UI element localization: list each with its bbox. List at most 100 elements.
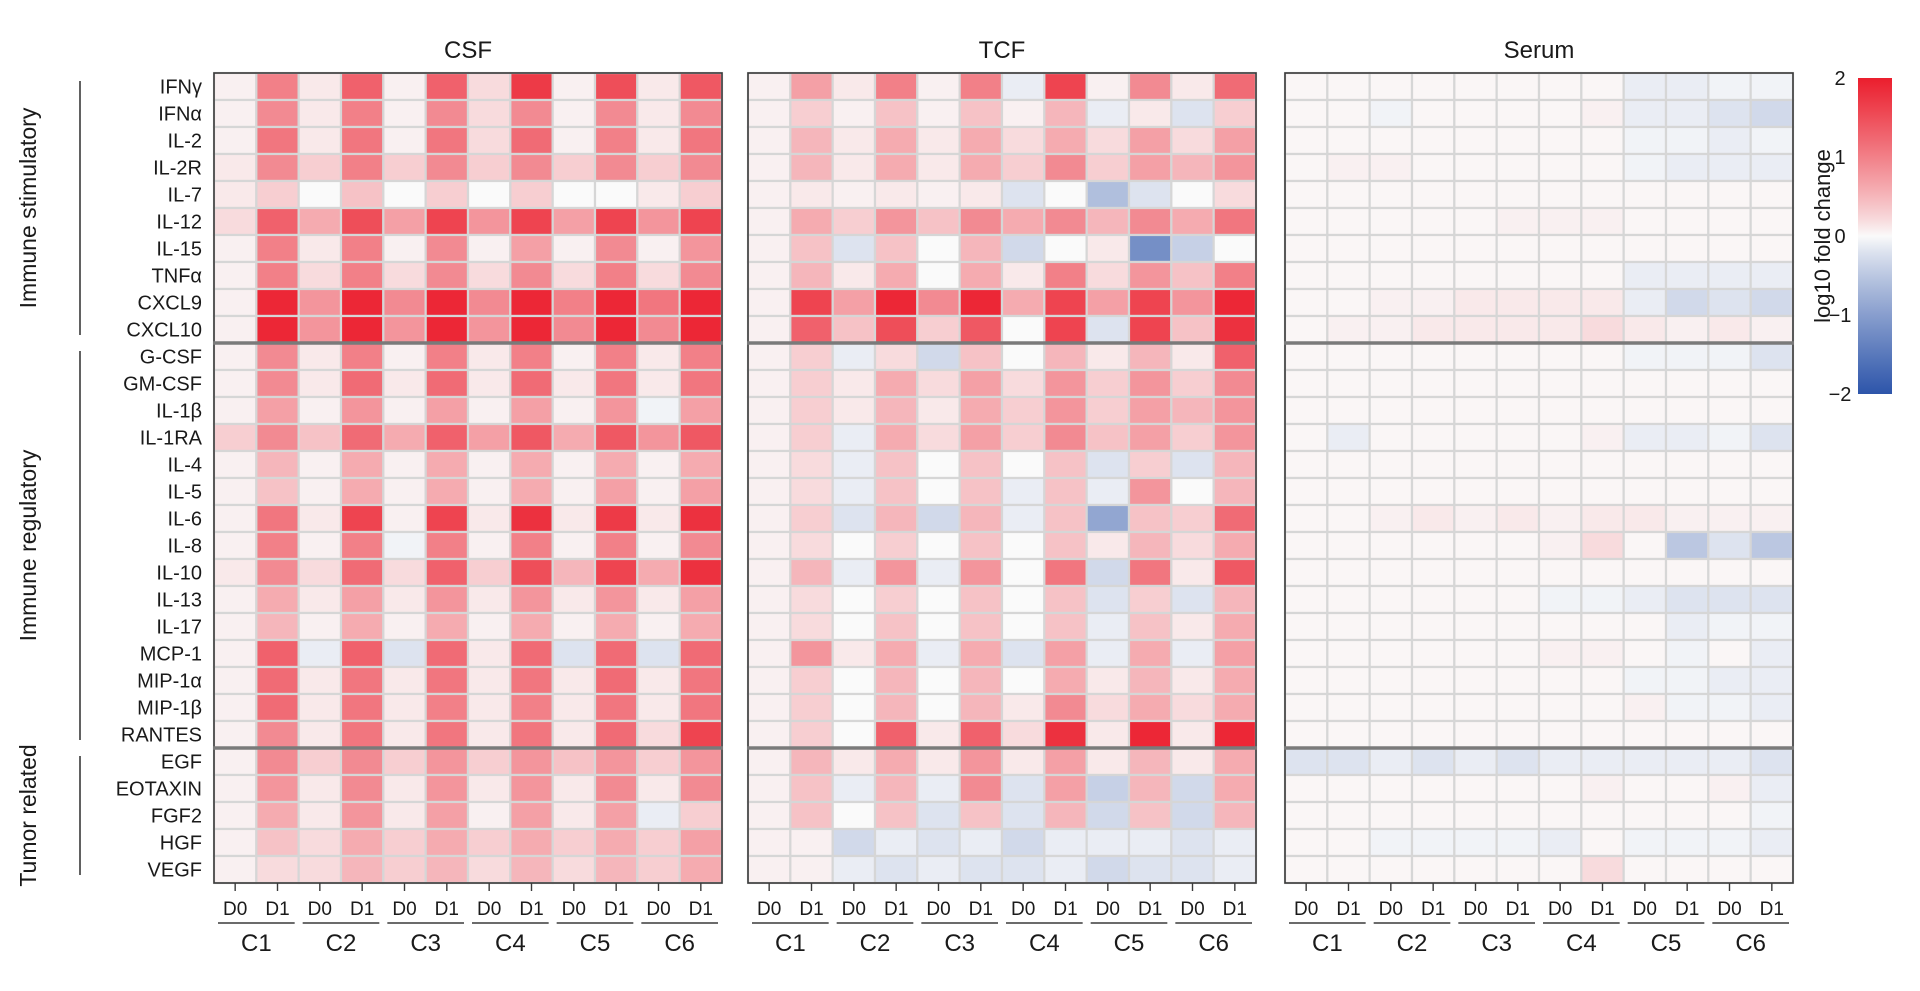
heatmap-cell-tcf-26-11 [1212,773,1258,804]
heatmap-cell-tcf-27-3 [873,800,919,831]
heatmap-cell-serum-15-5 [1495,476,1541,507]
column-group-label-serum-2: C3 [1481,930,1512,957]
heatmap-cell-tcf-12-11 [1212,395,1258,426]
heatmap-cell-tcf-18-5 [958,557,1004,588]
heatmap-cell-csf-25-0 [212,746,258,777]
heatmap-cell-tcf-20-7 [1043,611,1088,642]
heatmap-cell-csf-22-11 [678,665,724,696]
heatmap-cell-csf-3-5 [424,152,470,183]
heatmap-cell-csf-8-7 [509,287,554,318]
heatmap-cell-tcf-29-2 [831,854,877,885]
heatmap-cell-serum-7-8 [1622,260,1668,291]
heatmap-cell-serum-13-0 [1283,422,1329,453]
heatmap-cell-csf-7-11 [678,260,724,291]
heatmap-cell-tcf-0-2 [831,71,877,102]
heatmap-cell-csf-10-6 [466,341,512,372]
heatmap-cell-tcf-0-9 [1127,71,1173,102]
heatmap-cell-tcf-3-5 [958,152,1004,183]
heatmap-cell-csf-27-4 [382,800,427,831]
heatmap-cell-tcf-18-1 [789,557,834,588]
heatmap-cell-serum-11-10 [1707,368,1752,399]
heatmap-cell-serum-16-4 [1453,503,1498,534]
heatmap-cell-serum-6-4 [1453,233,1498,264]
heatmap-cell-serum-14-2 [1368,449,1414,480]
heatmap-cell-serum-14-3 [1410,449,1456,480]
heatmap-cell-tcf-1-10 [1170,98,1215,129]
heatmap-cell-csf-14-7 [509,449,554,480]
heatmap-cell-csf-5-1 [255,206,300,237]
heatmap-cell-tcf-1-8 [1085,98,1131,129]
heatmap-cell-serum-5-11 [1749,206,1795,237]
heatmap-cell-serum-18-2 [1368,557,1414,588]
heatmap-cell-tcf-19-5 [958,584,1004,615]
heatmap-cell-csf-6-6 [466,233,512,264]
heatmap-cell-serum-28-4 [1453,827,1498,858]
heatmap-cell-tcf-27-1 [789,800,834,831]
heatmap-cell-serum-0-3 [1410,71,1456,102]
heatmap-cell-serum-13-10 [1707,422,1752,453]
heatmap-cell-serum-22-1 [1326,665,1371,696]
heatmap-cell-tcf-2-9 [1127,125,1173,156]
heatmap-cell-csf-8-10 [636,287,681,318]
heatmap-cell-serum-20-4 [1453,611,1498,642]
heatmap-cell-serum-9-2 [1368,314,1414,345]
heatmap-cell-tcf-21-4 [916,638,961,669]
heatmap-cell-serum-25-3 [1410,746,1456,777]
heatmap-cell-tcf-1-1 [789,98,834,129]
heatmap-cell-tcf-17-5 [958,530,1004,561]
heatmap-cell-csf-11-11 [678,368,724,399]
x-tick-label-serum-5: D1 [1506,899,1530,920]
heatmap-cell-csf-15-2 [297,476,343,507]
heatmap-cell-serum-27-3 [1410,800,1456,831]
heatmap-cell-serum-6-9 [1664,233,1710,264]
heatmap-cell-csf-11-0 [212,368,258,399]
heatmap-cell-tcf-18-10 [1170,557,1215,588]
heatmap-cell-tcf-23-4 [916,692,961,723]
heatmap-cell-csf-24-10 [636,719,681,750]
heatmap-cell-tcf-22-8 [1085,665,1131,696]
heatmap-cell-tcf-13-4 [916,422,961,453]
heatmap-cell-csf-0-2 [297,71,343,102]
heatmap-cell-csf-28-5 [424,827,470,858]
heatmap-cell-serum-23-1 [1326,692,1371,723]
heatmap-cell-csf-25-7 [509,746,554,777]
heatmap-cell-csf-22-5 [424,665,470,696]
heatmap-cell-csf-16-2 [297,503,343,534]
x-tick-label-csf-7: D1 [519,899,543,920]
heatmap-cell-serum-28-5 [1495,827,1541,858]
heatmap-cell-tcf-22-9 [1127,665,1173,696]
heatmap-cell-serum-16-8 [1622,503,1668,534]
heatmap-cell-csf-24-8 [551,719,597,750]
heatmap-cell-csf-8-11 [678,287,724,318]
heatmap-cell-tcf-10-8 [1085,341,1131,372]
heatmap-cell-serum-26-11 [1749,773,1795,804]
heatmap-cell-tcf-6-9 [1127,233,1173,264]
heatmap-cell-csf-17-8 [551,530,597,561]
heatmap-cell-serum-14-6 [1537,449,1583,480]
heatmap-cell-serum-26-9 [1664,773,1710,804]
heatmap-cell-tcf-1-3 [873,98,919,129]
heatmap-cell-tcf-27-4 [916,800,961,831]
heatmap-cell-tcf-7-3 [873,260,919,291]
heatmap-cell-serum-0-1 [1326,71,1371,102]
heatmap-cell-tcf-18-8 [1085,557,1131,588]
column-group-label-tcf-3: C4 [1029,930,1060,957]
heatmap-cell-serum-10-7 [1580,341,1625,372]
heatmap-cell-serum-22-9 [1664,665,1710,696]
heatmap-cell-serum-11-2 [1368,368,1414,399]
heatmap-cell-tcf-6-7 [1043,233,1088,264]
heatmap-cell-serum-23-7 [1580,692,1625,723]
heatmap-cell-tcf-1-5 [958,98,1004,129]
heatmap-cell-csf-14-3 [339,449,385,480]
heatmap-cell-csf-4-11 [678,179,724,210]
heatmap-cell-serum-19-4 [1453,584,1498,615]
heatmap-cell-csf-1-7 [509,98,554,129]
heatmap-cell-tcf-27-8 [1085,800,1131,831]
heatmap-cell-tcf-27-9 [1127,800,1173,831]
heatmap-cell-csf-15-11 [678,476,724,507]
heatmap-cell-csf-28-4 [382,827,427,858]
heatmap-cell-csf-20-11 [678,611,724,642]
heatmap-cell-csf-10-0 [212,341,258,372]
heatmap-cell-tcf-9-1 [789,314,834,345]
heatmap-cell-serum-12-4 [1453,395,1498,426]
